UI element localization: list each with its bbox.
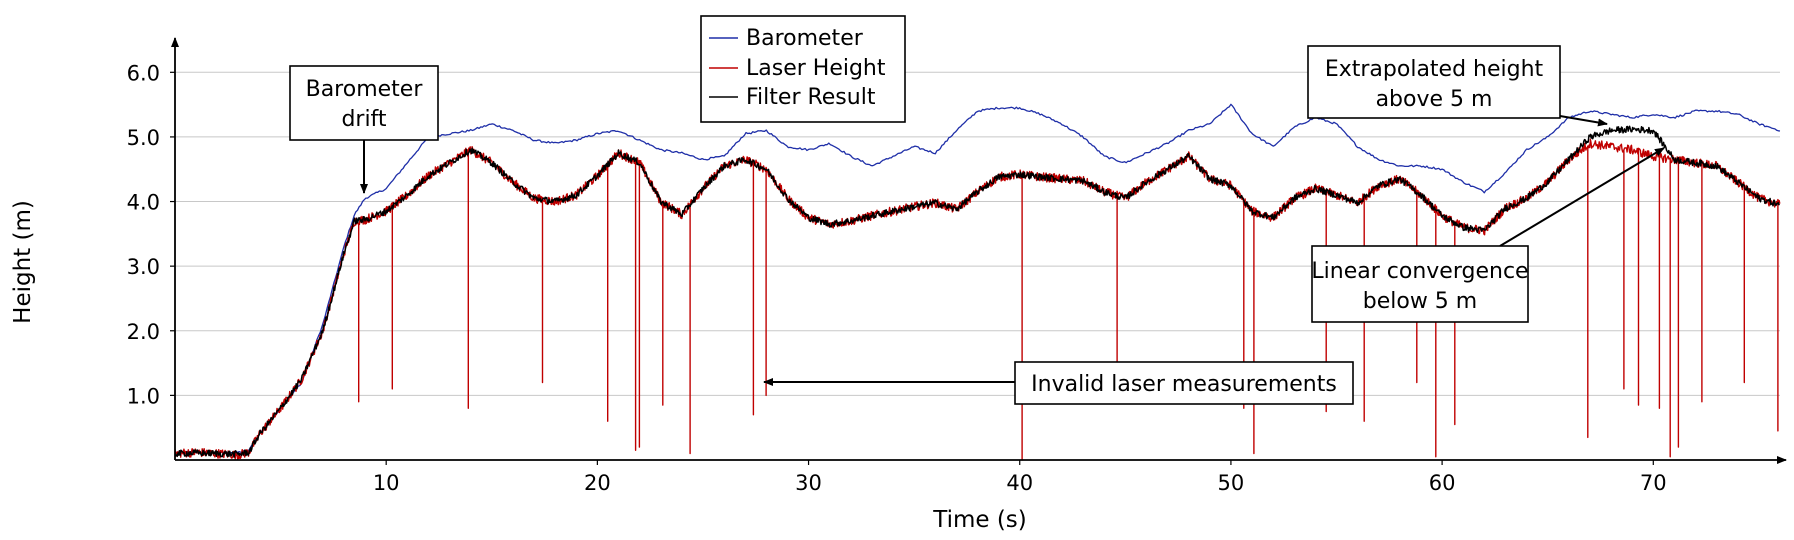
series-line-filter-result — [175, 125, 1780, 458]
series-layer — [175, 103, 1781, 461]
annotation-text-line-1: Barometer — [306, 77, 424, 102]
legend-label-filter-result: Filter Result — [746, 85, 876, 110]
y-tick-label: 1.0 — [127, 384, 160, 408]
annotation-invalid-laser: Invalid laser measurements — [763, 361, 1354, 405]
x-tick-label: 40 — [1006, 471, 1033, 495]
annotation-box — [1311, 245, 1529, 323]
annotation-text-line-1: Invalid laser measurements — [1031, 372, 1337, 397]
legend: Barometer Laser Height Filter Result — [700, 15, 906, 123]
annotation-arrow — [1559, 115, 1608, 127]
x-tick-label: 50 — [1218, 471, 1245, 495]
x-tick-label: 30 — [795, 471, 822, 495]
y-tick-label: 4.0 — [127, 191, 160, 215]
annotation-box — [1307, 45, 1561, 119]
annotation-extrapolated: Extrapolated height above 5 m — [1307, 45, 1608, 127]
tick-labels: 1.0 2.0 3.0 4.0 5.0 6.0 10 20 30 40 50 60 70 — [127, 61, 1667, 495]
x-axis-title: Time (s) — [932, 507, 1027, 533]
axes — [171, 37, 1787, 464]
annotation-barometer-drift: Barometer drift — [289, 65, 439, 194]
annotation-text-line-1: Extrapolated height — [1325, 57, 1544, 82]
y-tick-label: 6.0 — [127, 61, 160, 85]
x-tick-label: 10 — [373, 471, 400, 495]
grid-lines — [175, 71, 1780, 396]
annotation-box — [1014, 361, 1354, 405]
annotation-text-line-2: above 5 m — [1376, 87, 1493, 112]
x-tick-label: 60 — [1429, 471, 1456, 495]
annotation-text-line-1: Linear convergence — [1311, 259, 1528, 284]
annotation-text-line-2: below 5 m — [1363, 289, 1477, 314]
legend-label-laser-height: Laser Height — [746, 56, 886, 81]
annotation-box — [289, 65, 439, 141]
legend-label-barometer: Barometer — [746, 26, 864, 51]
annotation-arrow — [1499, 147, 1665, 247]
x-tick-label: 70 — [1640, 471, 1667, 495]
annotation-linear-convergence: Linear convergence below 5 m — [1311, 147, 1665, 323]
series-line-barometer — [175, 103, 1781, 454]
y-axis-title: Height (m) — [10, 200, 36, 324]
y-tick-label: 3.0 — [127, 255, 160, 279]
y-tick-label: 2.0 — [127, 320, 160, 344]
annotation-text-line-2: drift — [341, 107, 386, 132]
y-tick-label: 5.0 — [127, 126, 160, 150]
legend-box — [700, 15, 906, 123]
x-tick-label: 20 — [584, 471, 611, 495]
